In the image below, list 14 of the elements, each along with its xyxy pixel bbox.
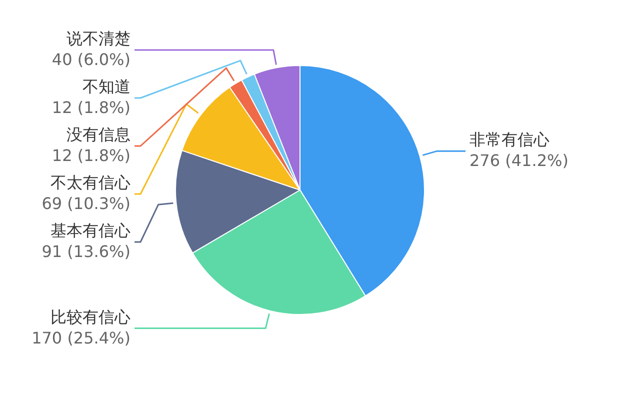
data-label: 69 (10.3%) [42, 194, 130, 214]
data-label: 40 (6.0%) [52, 50, 130, 70]
data-label: 12 (1.8%) [52, 146, 130, 166]
slice-label: 基本有信心 [50, 221, 130, 240]
slice-label: 非常有信心 [470, 130, 550, 150]
data-label: 170 (25.4%) [32, 328, 130, 348]
data-label: 91 (13.6%) [42, 242, 130, 262]
slice-label: 没有信息 [66, 125, 130, 144]
slice-label: 比较有信心 [50, 307, 130, 326]
data-label: 12 (1.8%) [52, 98, 130, 118]
slice-label: 不知道 [82, 77, 130, 96]
data-label: 276 (41.2%) [470, 151, 568, 170]
slice-label: 不太有信心 [50, 173, 130, 192]
slice-label: 说不清楚 [66, 29, 130, 48]
